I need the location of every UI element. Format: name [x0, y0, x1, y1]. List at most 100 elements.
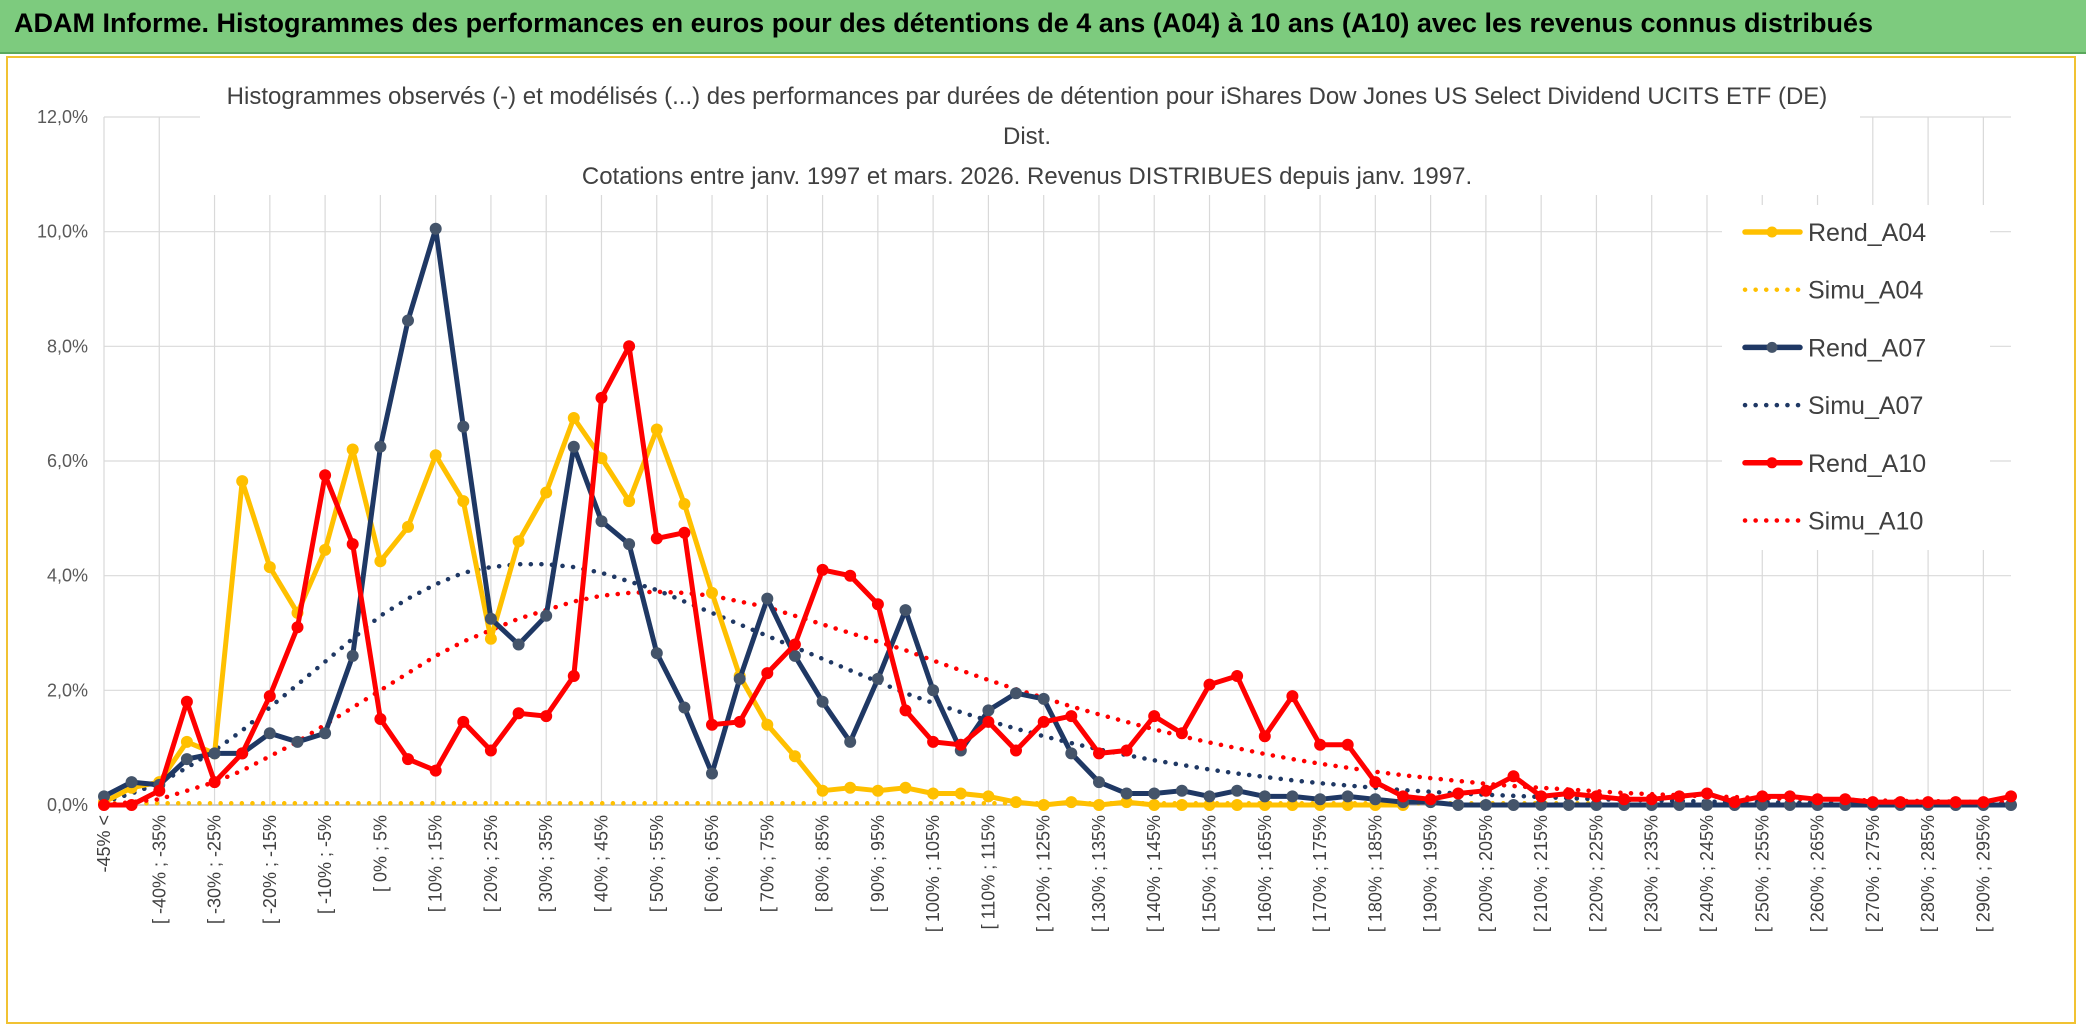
data-point-Rend_A10	[899, 704, 912, 717]
data-point-Rend_A10	[788, 638, 801, 651]
data-point-Rend_A04	[429, 449, 442, 462]
x-tick-label: [ -10% ; -5%	[315, 815, 335, 914]
data-point-Rend_A07	[540, 609, 553, 622]
data-point-Rend_A04	[899, 781, 912, 794]
data-point-Rend_A10	[2005, 790, 2017, 803]
data-point-Rend_A07	[1203, 790, 1216, 803]
data-point-Rend_A07	[1175, 784, 1188, 797]
data-point-Rend_A07	[346, 649, 359, 662]
data-point-Rend_A10	[595, 391, 608, 404]
data-point-Rend_A04	[954, 787, 967, 800]
x-tick-label: [ -40% ; -35%	[149, 815, 169, 924]
y-tick-label: 0,0%	[47, 795, 88, 815]
x-tick-label: [ 150% ; 155%	[1200, 815, 1220, 932]
x-tick-label: [ 230% ; 235%	[1642, 815, 1662, 932]
x-tick-label: [ 130% ; 135%	[1089, 815, 1109, 932]
x-tick-label: [ 20% ; 25%	[481, 815, 501, 912]
legend-label: Rend_A10	[1808, 450, 1926, 478]
data-point-Rend_A07	[291, 735, 304, 748]
data-point-Rend_A07	[1369, 793, 1382, 806]
data-point-Rend_A04	[567, 412, 580, 424]
x-tick-label: [ 200% ; 205%	[1476, 815, 1496, 932]
chart-title: Histogrammes observés (-) et modélisés (…	[200, 75, 1860, 195]
data-point-Rend_A10	[457, 715, 470, 728]
x-tick-label: [ 270% ; 275%	[1863, 815, 1883, 932]
x-tick-label: [ -20% ; -15%	[260, 815, 280, 924]
data-point-Rend_A10	[1562, 787, 1575, 800]
data-point-Rend_A04	[761, 718, 774, 731]
data-point-Rend_A10	[1037, 715, 1050, 728]
x-tick-label: [ 180% ; 185%	[1365, 815, 1385, 932]
x-tick-label: [ 30% ; 35%	[536, 815, 556, 912]
data-point-Rend_A07	[125, 776, 138, 789]
data-point-Rend_A07	[1701, 799, 1713, 811]
data-point-Rend_A10	[180, 695, 193, 708]
data-point-Rend_A07	[1120, 787, 1133, 800]
data-point-Rend_A10	[346, 538, 359, 551]
x-tick-label: [ 170% ; 175%	[1310, 815, 1330, 932]
data-point-Rend_A04	[512, 535, 525, 548]
data-point-Rend_A10	[1120, 744, 1133, 757]
y-tick-label: 10,0%	[37, 222, 88, 242]
data-point-Rend_A04	[457, 495, 470, 508]
data-point-Rend_A10	[816, 563, 829, 576]
legend-background	[1722, 205, 1990, 550]
x-tick-label: [ 60% ; 65%	[702, 815, 722, 912]
report-banner: ADAM Informe. Histogrammes des performan…	[0, 0, 2086, 54]
x-tick-label: [ 90% ; 95%	[868, 815, 888, 912]
data-point-Rend_A04	[1231, 799, 1244, 811]
x-tick-label: [ 100% ; 105%	[923, 815, 943, 932]
data-point-Rend_A07	[1148, 787, 1161, 800]
legend-label: Rend_A04	[1808, 219, 1926, 247]
data-point-Rend_A10	[1479, 784, 1492, 797]
data-point-Rend_A10	[1507, 770, 1520, 783]
data-point-Rend_A10	[1535, 790, 1548, 803]
data-point-Rend_A04	[816, 784, 829, 797]
data-point-Rend_A10	[98, 799, 110, 811]
data-point-Rend_A10	[208, 776, 221, 789]
x-tick-label: [ 120% ; 125%	[1034, 815, 1054, 932]
data-point-Rend_A07	[1314, 793, 1327, 806]
data-point-Rend_A10	[1369, 776, 1382, 789]
data-point-Rend_A10	[1866, 796, 1879, 809]
data-point-Rend_A10	[1093, 747, 1105, 760]
data-point-Rend_A07	[1562, 799, 1575, 811]
data-point-Rend_A07	[1093, 776, 1105, 789]
x-tick-label: [ 40% ; 45%	[591, 815, 611, 912]
legend: Rend_A04 Simu_A04 Rend_A07 Simu_A07 Rend_A10…	[1722, 205, 1990, 550]
y-tick-label: 6,0%	[47, 451, 88, 471]
data-point-Rend_A07	[1010, 687, 1022, 700]
data-point-Rend_A10	[1673, 790, 1686, 803]
data-point-Rend_A10	[319, 469, 332, 482]
data-point-Rend_A10	[1203, 678, 1216, 691]
data-point-Rend_A10	[1756, 790, 1769, 803]
data-point-Rend_A10	[1148, 710, 1161, 723]
legend-item-Rend_A04: Rend_A04	[1742, 219, 1926, 247]
data-point-Rend_A07	[484, 612, 497, 625]
legend-item-Simu_A07: Simu_A07	[1742, 392, 1923, 420]
x-tick-label: [ 110% ; 115%	[978, 815, 998, 929]
x-tick-label: [ 190% ; 195%	[1421, 815, 1441, 932]
data-point-Rend_A07	[1452, 799, 1465, 811]
data-point-Rend_A04	[540, 486, 553, 499]
data-point-Rend_A10	[623, 340, 636, 353]
series-Simu_A10	[101, 589, 2014, 808]
report-title: ADAM Informe. Histogrammes des performan…	[14, 8, 1874, 38]
x-axis: -45% < [ -40% ; -35% [ -30% ; -25% [ -20% ;…	[94, 815, 1993, 932]
data-point-Rend_A04	[1093, 799, 1105, 811]
data-point-Rend_A07	[1341, 790, 1354, 803]
data-point-Rend_A07	[899, 604, 912, 617]
data-point-Rend_A10	[1286, 690, 1299, 703]
data-point-Rend_A04	[844, 781, 857, 794]
data-point-Rend_A10	[927, 735, 940, 748]
data-point-Rend_A10	[1010, 744, 1022, 757]
chart-frame	[6, 56, 2076, 1024]
data-point-Rend_A07	[761, 592, 774, 605]
y-tick-label: 8,0%	[47, 336, 88, 356]
series-line-Simu_A07	[101, 561, 2014, 807]
data-point-Rend_A10	[429, 764, 442, 777]
data-point-Rend_A04	[982, 790, 995, 803]
data-point-Rend_A04	[180, 735, 193, 748]
data-point-Rend_A10	[1783, 790, 1796, 803]
data-point-Rend_A10	[567, 670, 580, 682]
